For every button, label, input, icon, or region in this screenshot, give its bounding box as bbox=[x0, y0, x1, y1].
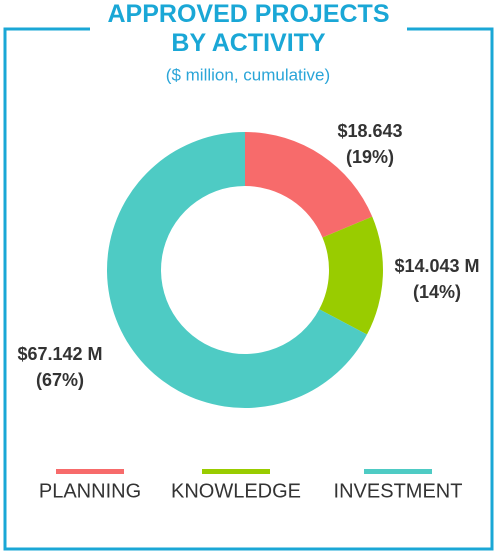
chart-title: APPROVED PROJECTS BY ACTIVITY bbox=[90, 0, 407, 58]
legend-swatch bbox=[364, 469, 432, 474]
donut-slice bbox=[319, 216, 383, 335]
donut-slice bbox=[107, 132, 367, 408]
legend-label: PLANNING bbox=[39, 480, 141, 502]
value-label: $67.142 M bbox=[17, 344, 102, 364]
percent-label: (14%) bbox=[413, 282, 461, 302]
percent-label: (19%) bbox=[346, 147, 394, 167]
legend-label: INVESTMENT bbox=[334, 480, 463, 502]
value-label: $14.043 M bbox=[394, 256, 479, 276]
legend-swatch bbox=[202, 469, 270, 474]
legend-swatch bbox=[56, 469, 124, 474]
value-label: $18.643 bbox=[337, 121, 402, 141]
legend-label: KNOWLEDGE bbox=[171, 480, 301, 502]
chart-subtitle: ($ million, cumulative) bbox=[166, 65, 330, 84]
percent-label: (67%) bbox=[36, 370, 84, 390]
donut-slice bbox=[245, 132, 373, 238]
